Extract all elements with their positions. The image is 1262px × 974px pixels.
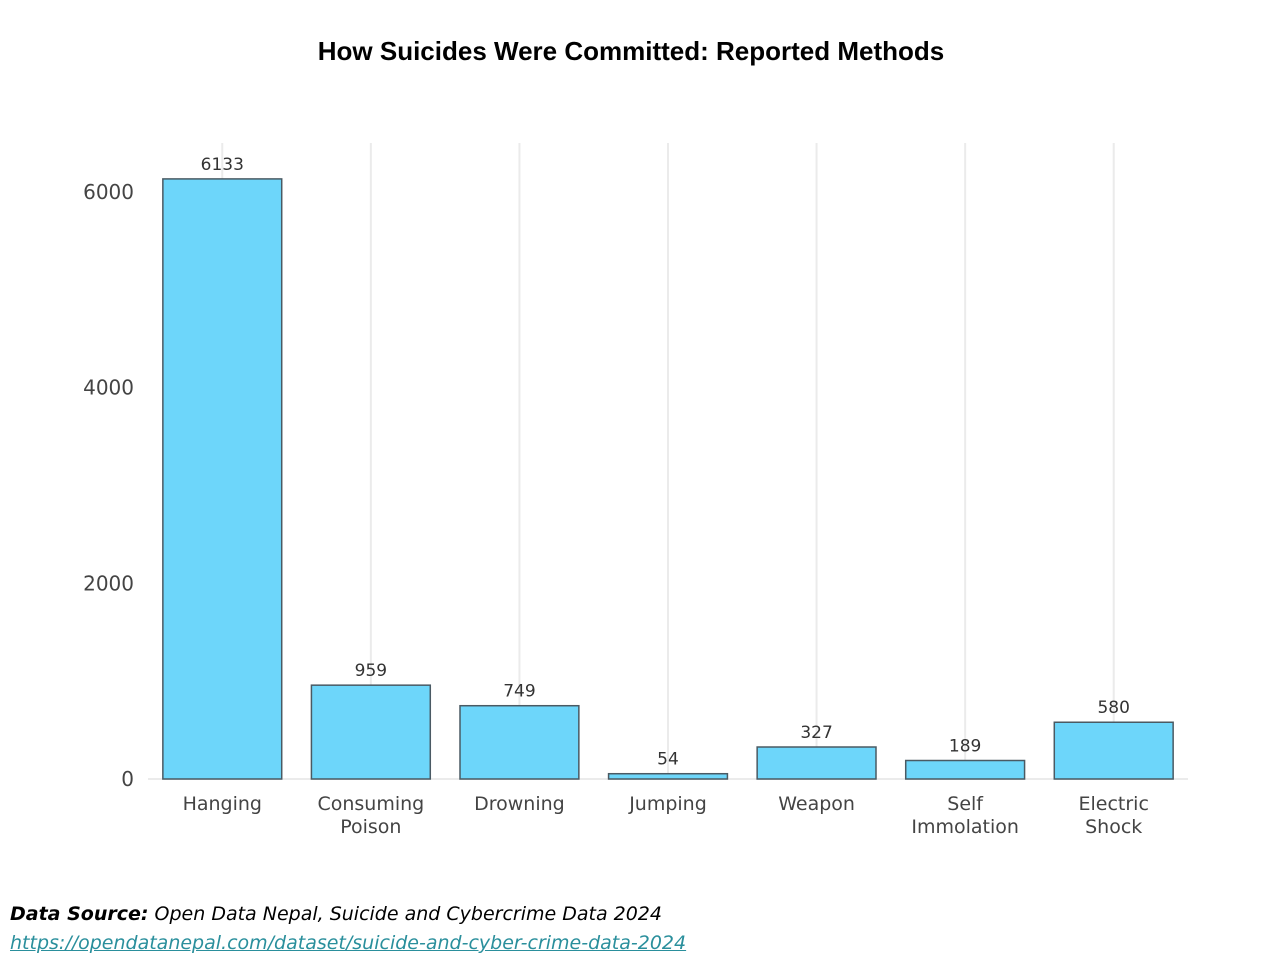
data-label: 6133: [201, 155, 244, 175]
bar: [1053, 721, 1174, 780]
x-tick-label-line: Consuming: [317, 793, 424, 815]
x-tick-label: Hanging: [183, 793, 262, 815]
data-label: 327: [800, 723, 832, 743]
chart-title: How Suicides Were Committed: Reported Me…: [317, 36, 945, 66]
x-tick-label-line: Poison: [340, 816, 401, 838]
y-tick-label: 0: [121, 767, 134, 791]
bar: [162, 178, 283, 780]
y-tick-label: 2000: [83, 571, 134, 595]
x-tick-label-line: Drowning: [474, 793, 565, 815]
x-tick-label-line: Jumping: [628, 793, 707, 815]
bar: [756, 746, 877, 780]
bar: [310, 684, 432, 780]
data-label: 580: [1097, 698, 1129, 718]
bar: [607, 772, 729, 780]
data-source-label: Data Source:: [10, 903, 149, 925]
x-tick-label-line: Hanging: [183, 793, 262, 815]
x-tick-label: Drowning: [474, 793, 565, 815]
y-tick-label: 6000: [83, 180, 134, 204]
bar: [904, 759, 1026, 780]
x-tick-label-line: Shock: [1085, 816, 1142, 838]
data-source-link[interactable]: https://opendatanepal.com/dataset/suicid…: [10, 932, 687, 954]
data-source: Data Source: Open Data Nepal, Suicide an…: [10, 903, 662, 925]
x-tick-label: Weapon: [778, 793, 855, 815]
x-tick-label-line: Immolation: [911, 816, 1019, 838]
x-tick-label: Jumping: [628, 793, 707, 815]
x-tick-label: Electric Shock: [1079, 793, 1149, 838]
x-tick-label: Self Immolation: [911, 793, 1019, 838]
x-tick-label: Consuming Poison: [317, 793, 424, 838]
data-label: 189: [949, 737, 981, 757]
bar-chart: 0 2000 4000 6000 6133 Hanging 959 Consuming Pois…: [83, 143, 1188, 838]
data-label: 959: [355, 661, 387, 681]
y-tick-label: 4000: [83, 376, 134, 400]
data-label: 54: [657, 750, 679, 770]
x-tick-label-line: Self: [947, 793, 984, 815]
x-tick-label-line: Electric: [1079, 793, 1149, 815]
bar: [459, 704, 580, 780]
data-label: 749: [503, 682, 535, 702]
data-source-text: Open Data Nepal, Suicide and Cybercrime …: [148, 903, 662, 925]
x-tick-label-line: Weapon: [778, 793, 855, 815]
